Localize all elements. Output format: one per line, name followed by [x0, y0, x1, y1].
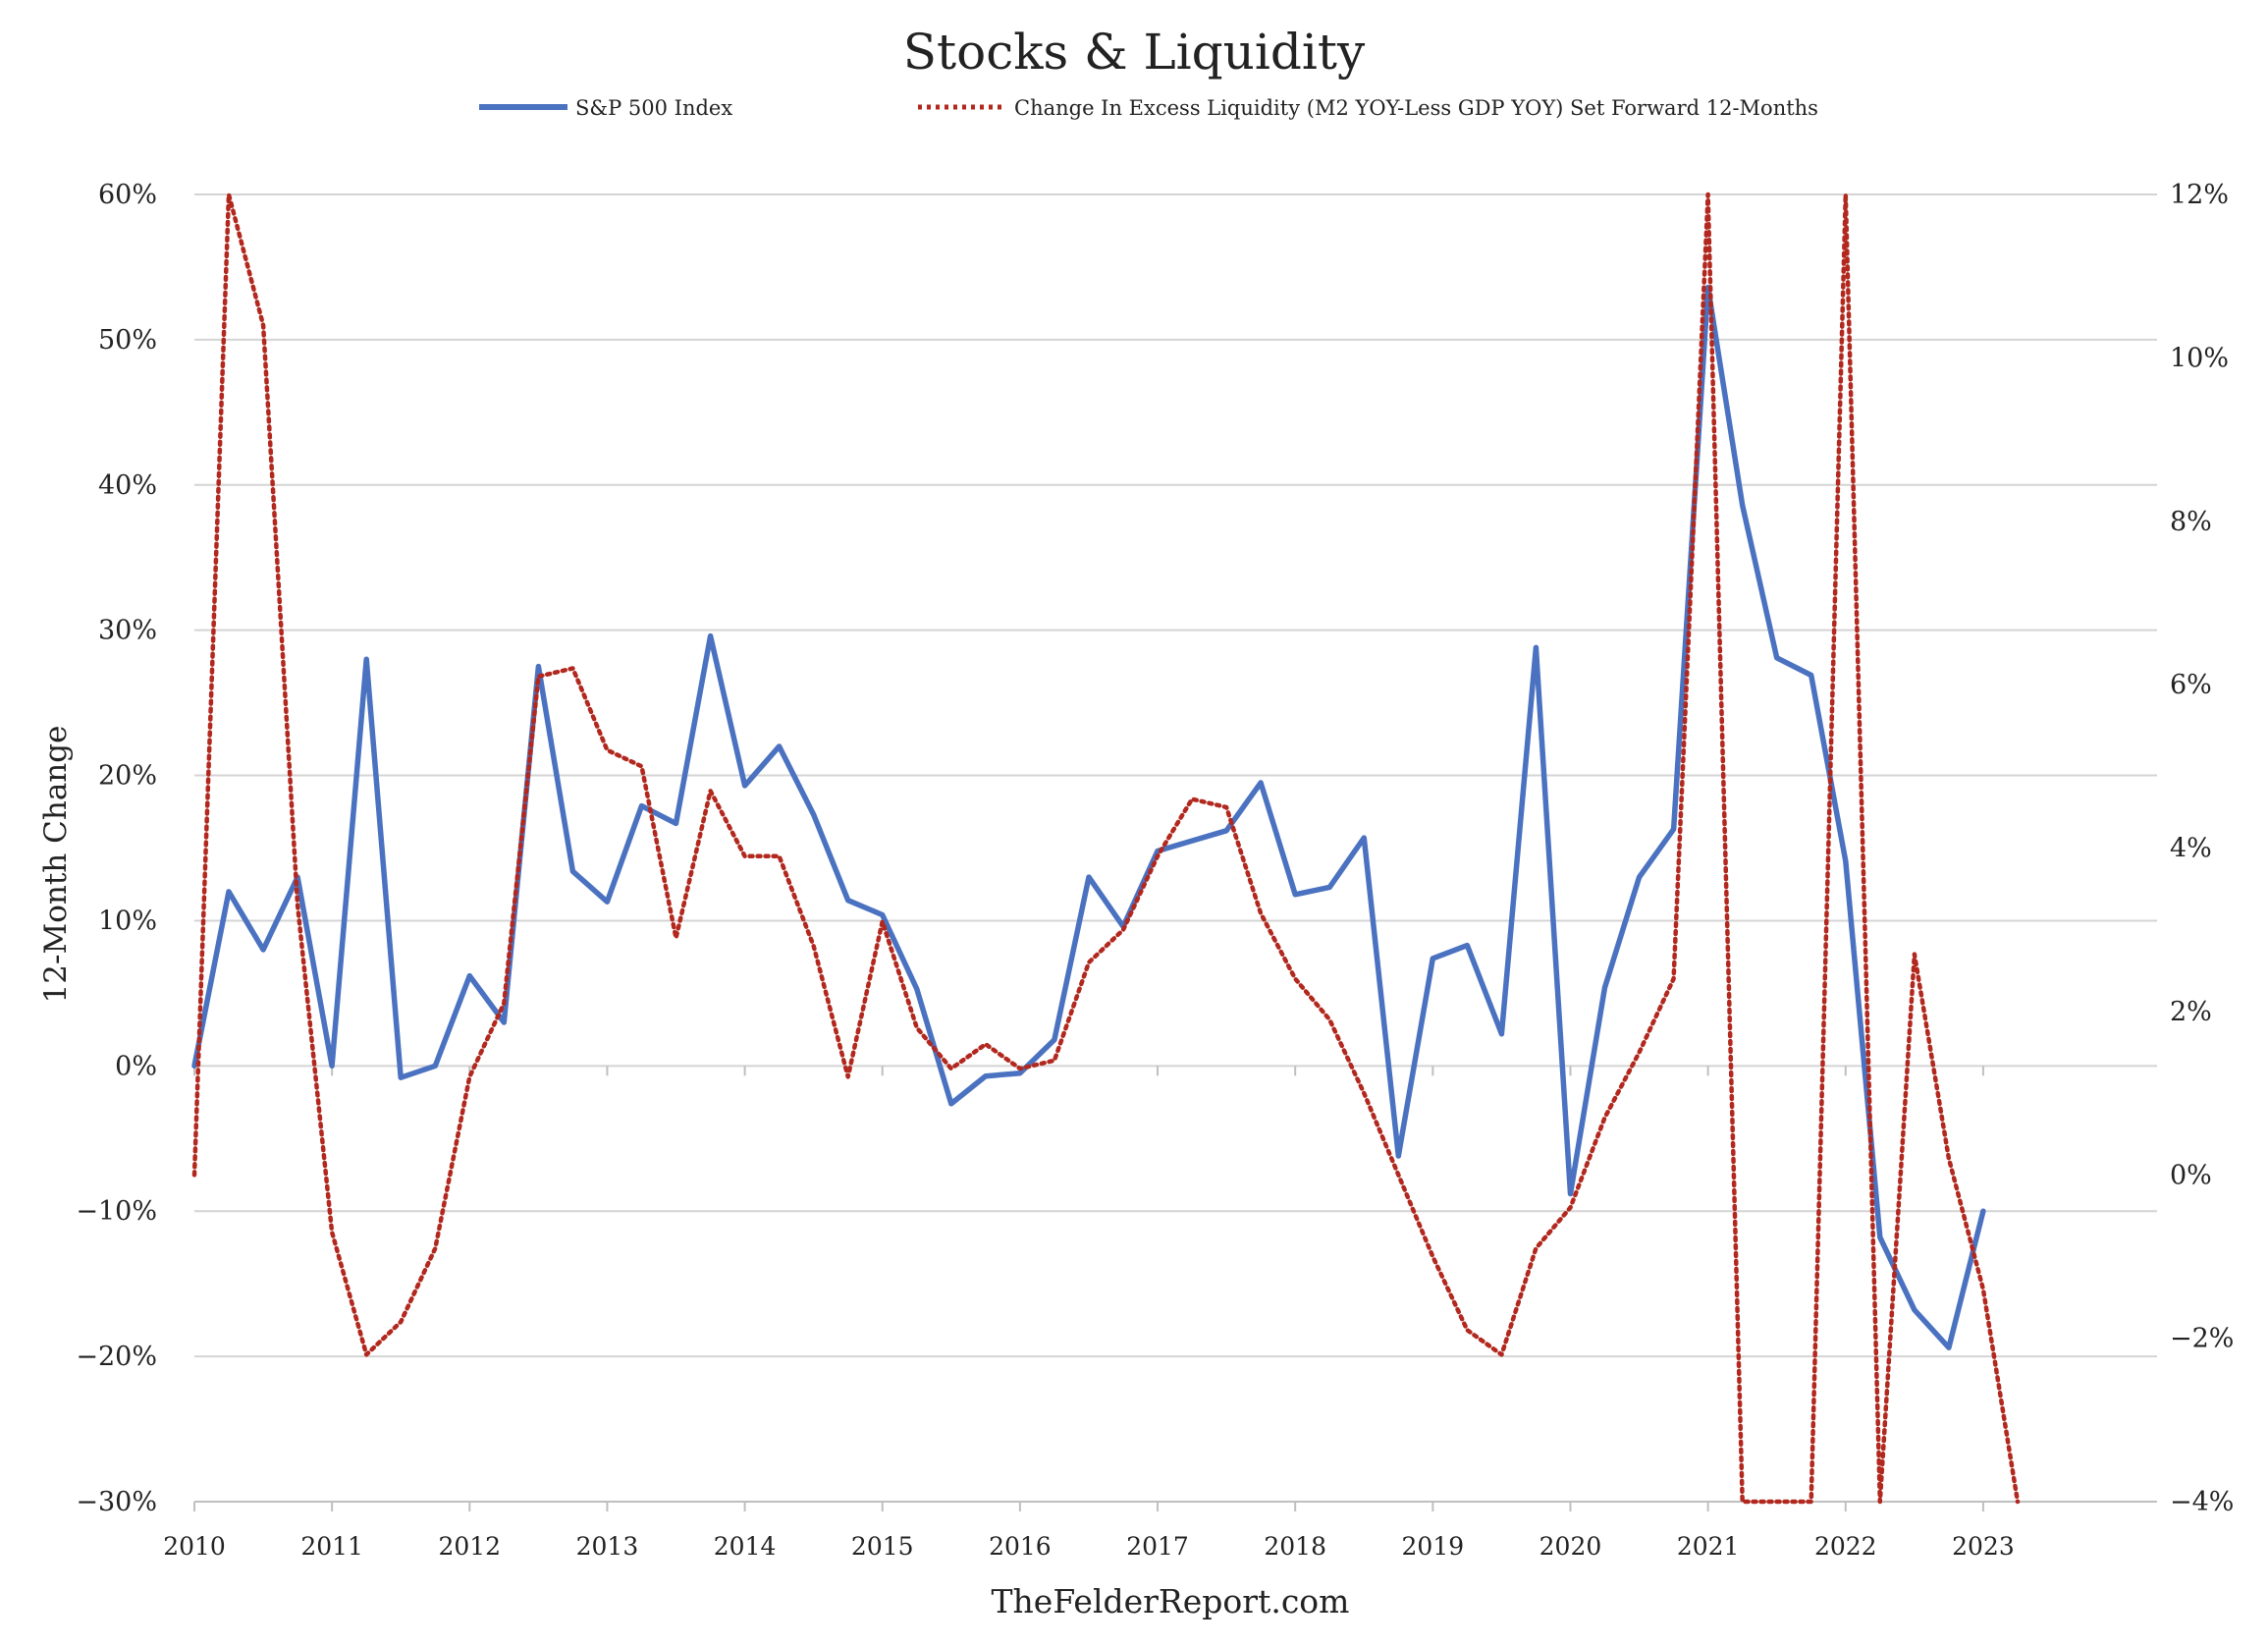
source-credit: TheFelderReport.com [992, 1582, 1350, 1620]
y-left-tick-label: −20% [76, 1342, 157, 1372]
y-axis-right: 12% 10% 8% 6% 4% 2% 0% −2% −4% [2170, 180, 2234, 1517]
series-line-sp500 [191, 284, 1986, 1350]
x-tick-label: 2020 [1539, 1532, 1602, 1561]
chart-title: Stocks & Liquidity [903, 24, 1366, 81]
y-right-tick-label: 8% [2170, 507, 2212, 537]
y-right-tick-label: 12% [2170, 180, 2229, 210]
legend: S&P 500 Index Change In Excess Liquidity… [479, 96, 1818, 120]
x-tick-label: 2012 [438, 1532, 501, 1561]
y-axis-left: 60% 50% 40% 30% 20% 10% 0% −10% −20% −30% [76, 180, 157, 1517]
x-tick-label: 2010 [163, 1532, 226, 1561]
y-left-tick-label: 10% [98, 906, 157, 936]
y-left-tick-label: 0% [115, 1051, 157, 1081]
x-tick-label: 2013 [576, 1532, 639, 1561]
x-tick-label: 2019 [1402, 1532, 1465, 1561]
y-left-tick-label: 40% [98, 470, 157, 501]
y-left-tick-label: 60% [98, 180, 157, 210]
x-tick-label: 2021 [1677, 1532, 1740, 1561]
x-tick-label: 2022 [1814, 1532, 1877, 1561]
y-right-tick-label: 4% [2170, 834, 2212, 864]
x-tick-label: 2018 [1264, 1532, 1326, 1561]
y-right-tick-label: 6% [2170, 670, 2212, 700]
y-left-tick-label: 30% [98, 616, 157, 646]
x-tick-label: 2011 [300, 1532, 363, 1561]
legend-label-sp500: S&P 500 Index [575, 96, 732, 120]
x-tick-label: 2015 [851, 1532, 914, 1561]
x-tick-label: 2014 [714, 1532, 777, 1561]
y-left-tick-label: 20% [98, 761, 157, 792]
x-tick-label: 2023 [1952, 1532, 2015, 1561]
y-right-tick-label: −4% [2170, 1487, 2234, 1517]
y-right-tick-label: 10% [2170, 343, 2229, 373]
x-tick-label: 2017 [1126, 1532, 1189, 1561]
y-left-tick-label: −10% [76, 1196, 157, 1227]
y-left-tick-label: −30% [76, 1487, 157, 1517]
x-tick-label: 2016 [989, 1532, 1052, 1561]
y-axis-label: 12-Month Change [38, 726, 74, 1004]
legend-label-liquidity: Change In Excess Liquidity (M2 YOY-Less … [1014, 96, 1818, 120]
y-right-tick-label: −2% [2170, 1324, 2234, 1354]
series-lines [191, 192, 2021, 1505]
y-right-tick-label: 2% [2170, 997, 2212, 1027]
series-line-excess-liquidity [191, 192, 2021, 1505]
y-right-tick-label: 0% [2170, 1160, 2212, 1190]
x-axis: 2010 2011 2012 2013 2014 2015 2016 2017 2018 2019… [163, 1065, 2157, 1561]
y-left-tick-label: 50% [98, 325, 157, 356]
